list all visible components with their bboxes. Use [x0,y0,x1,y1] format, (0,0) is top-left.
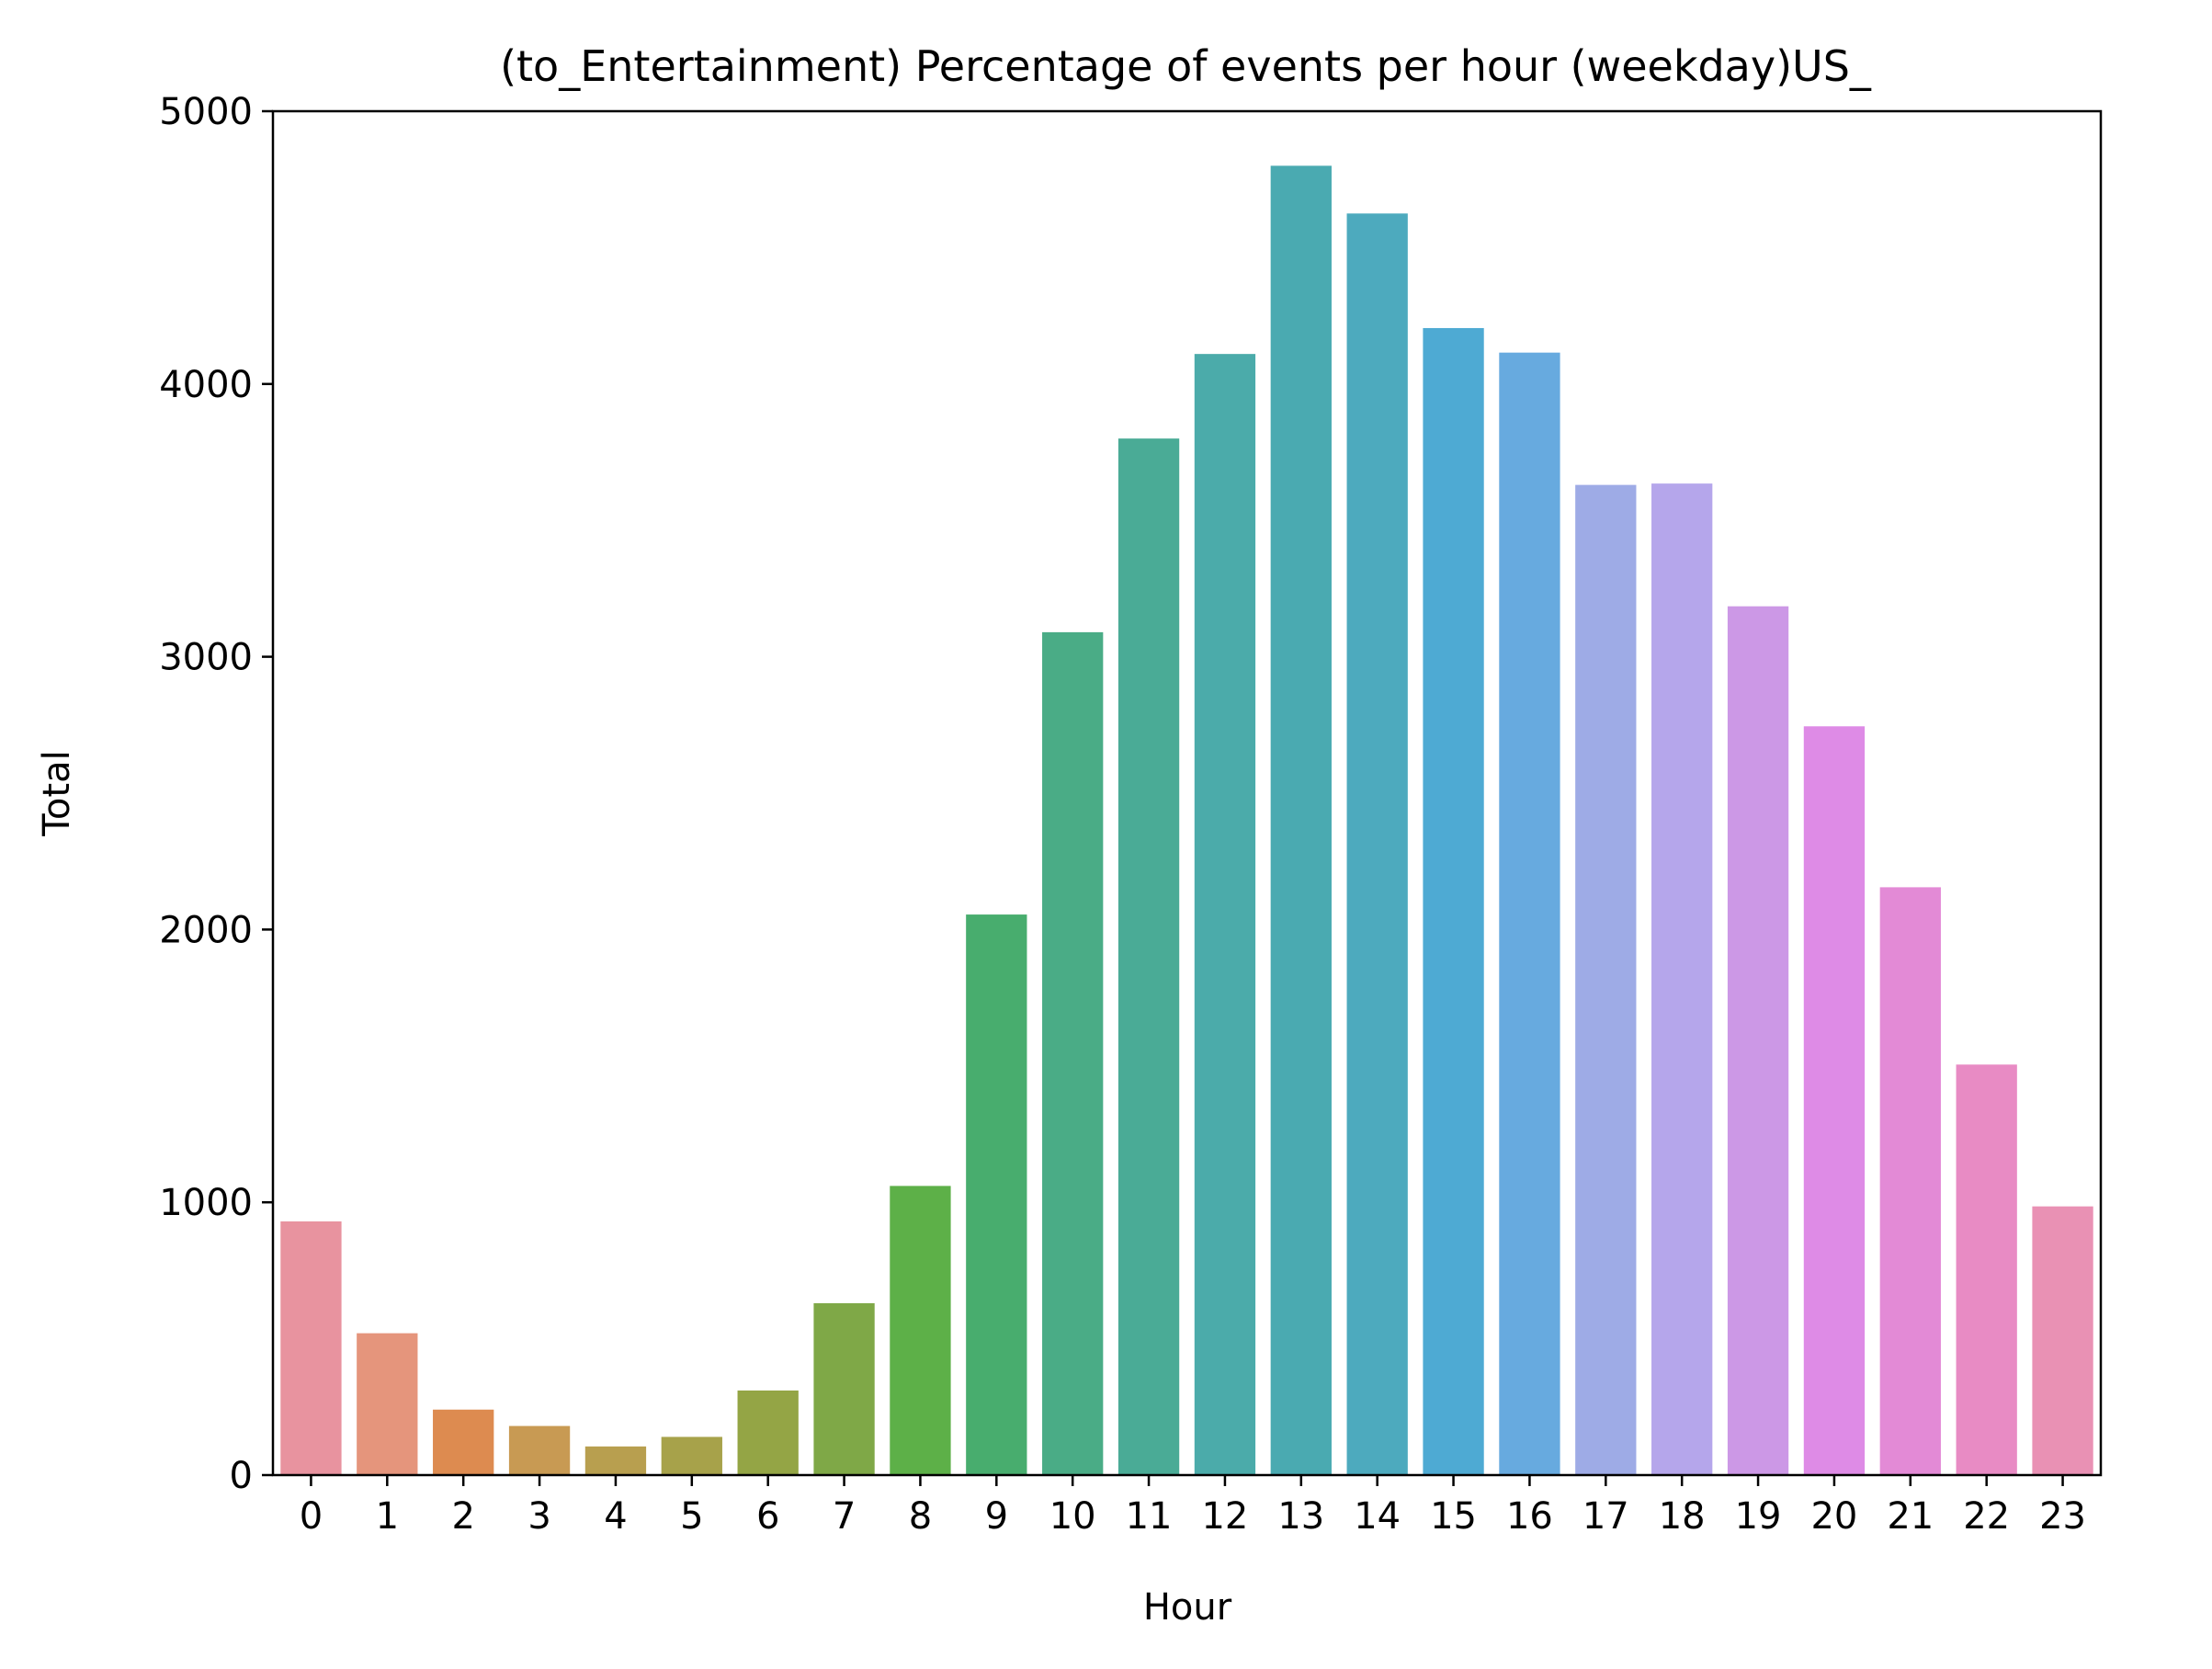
bar-hour-21 [1879,887,1941,1475]
x-tick-label: 11 [1126,1495,1173,1538]
y-tick-label: 0 [230,1455,253,1497]
x-tick-label: 6 [756,1495,779,1538]
bar-hour-5 [661,1436,722,1475]
bar-hour-12 [1194,354,1256,1475]
bar-hour-11 [1117,438,1180,1475]
x-tick-label: 14 [1354,1495,1401,1538]
bar-hour-20 [1803,726,1866,1475]
bar-hour-23 [2032,1206,2093,1475]
y-tick-label: 4000 [159,364,253,406]
x-tick-label: 1 [376,1495,399,1538]
y-tick-label: 1000 [159,1182,253,1224]
plot-frame [271,109,2103,1477]
bar-hour-14 [1346,213,1408,1475]
bar-hour-7 [813,1303,875,1475]
x-tick-label: 3 [527,1495,550,1538]
x-tick-label: 5 [680,1495,703,1538]
bar-hour-17 [1575,484,1637,1475]
bar-hour-3 [508,1425,571,1475]
bar-hour-13 [1270,165,1332,1476]
x-axis: 0 1 2 3 4 5 6 7 8 9 10 11 12 13 14 15 16 17 18 19 20 21 22 23 [300,1475,2086,1538]
bar-hour-4 [584,1446,647,1475]
x-tick-label: 8 [909,1495,932,1538]
chart-title: (to_Entertainment) Percentage of events … [500,41,1872,91]
bar-hour-10 [1042,631,1104,1475]
bar-hour-6 [737,1390,799,1475]
x-axis-label: Hour [1143,1586,1232,1629]
x-tick-label: 7 [833,1495,856,1538]
bar-hour-2 [433,1409,494,1475]
x-tick-label: 2 [451,1495,474,1538]
bar-hour-8 [890,1186,951,1475]
bar-hour-15 [1423,327,1484,1476]
bar-hour-19 [1727,606,1789,1475]
x-tick-label: 19 [1735,1495,1782,1538]
x-tick-label: 0 [300,1495,323,1538]
y-axis-label: Total [36,750,78,836]
x-tick-label: 12 [1201,1495,1248,1538]
x-tick-label: 17 [1582,1495,1629,1538]
y-axis: 0 1000 2000 3000 4000 5000 [159,91,273,1497]
bar-hour-16 [1499,352,1560,1475]
bar-hour-1 [357,1333,418,1475]
y-tick-label: 2000 [159,909,253,951]
x-tick-label: 16 [1506,1495,1553,1538]
x-tick-label: 21 [1887,1495,1934,1538]
bar-hour-9 [966,914,1027,1475]
y-tick-label: 5000 [159,91,253,133]
x-tick-label: 20 [1810,1495,1857,1538]
y-tick-label: 3000 [159,637,253,679]
x-tick-label: 4 [604,1495,627,1538]
x-tick-label: 13 [1277,1495,1324,1538]
x-tick-label: 23 [2039,1495,2086,1538]
x-tick-label: 18 [1659,1495,1706,1538]
x-tick-label: 22 [1963,1495,2010,1538]
bar-hour-22 [1956,1064,2017,1475]
x-tick-label: 10 [1049,1495,1096,1538]
bars-group [280,165,2093,1476]
x-tick-label: 15 [1430,1495,1477,1538]
bar-hour-18 [1651,483,1713,1475]
x-tick-label: 9 [985,1495,1008,1538]
bar-hour-0 [280,1221,342,1475]
